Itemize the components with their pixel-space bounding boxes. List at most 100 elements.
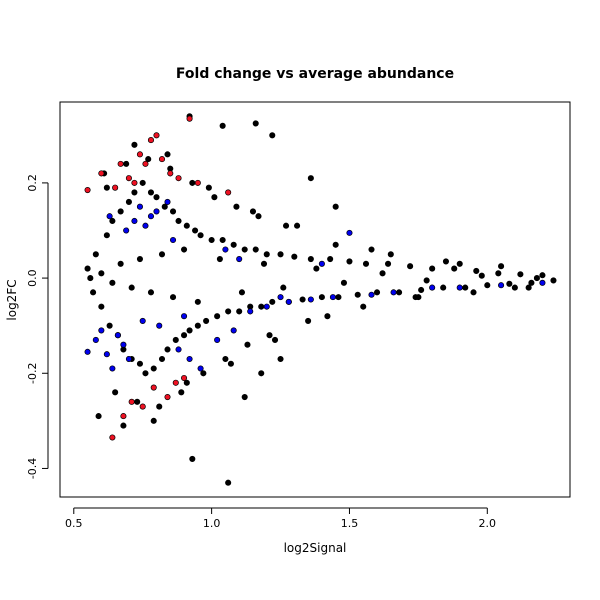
data-point-2-5: [131, 179, 138, 186]
data-point-0-46: [291, 253, 298, 260]
data-point-0-122: [158, 251, 166, 258]
data-point-0-40: [252, 246, 259, 253]
data-point-0-69: [528, 279, 535, 286]
data-point-2-18: [128, 398, 135, 405]
data-point-0-21: [164, 346, 171, 353]
data-point-0-140: [189, 455, 196, 462]
data-point-0-58: [407, 263, 414, 270]
data-point-0-34: [219, 236, 226, 244]
data-point-0-111: [368, 246, 375, 253]
data-point-0-144: [258, 370, 265, 377]
data-point-1-6: [120, 341, 127, 348]
data-point-0-87: [266, 332, 273, 339]
data-point-0-59: [418, 286, 425, 294]
data-point-0-60: [429, 265, 436, 272]
data-point-0-85: [244, 341, 251, 348]
data-point-1-39: [277, 294, 284, 301]
data-point-0-13: [136, 360, 144, 367]
data-point-0-71: [550, 277, 557, 284]
data-point-1-28: [456, 284, 463, 291]
data-point-0-100: [120, 422, 127, 429]
data-point-1-36: [181, 313, 188, 320]
data-point-0-26: [183, 222, 190, 229]
data-point-2-22: [172, 379, 179, 386]
data-point-0-74: [123, 160, 130, 167]
data-point-2-13: [186, 115, 193, 122]
data-point-0-126: [216, 255, 223, 263]
data-point-1-9: [136, 203, 144, 210]
data-point-0-107: [249, 208, 257, 215]
data-point-2-1: [98, 170, 105, 177]
x-tick-label-2: 1.5: [341, 517, 359, 530]
data-point-0-70: [539, 272, 546, 279]
data-point-0-123: [169, 294, 177, 301]
data-point-2-11: [167, 170, 174, 177]
data-point-0-55: [373, 289, 381, 296]
data-point-1-25: [368, 291, 375, 298]
data-point-0-42: [263, 251, 270, 258]
data-point-0-95: [470, 289, 477, 296]
data-point-1-32: [123, 227, 130, 234]
data-point-0-101: [131, 141, 138, 148]
data-point-1-18: [230, 327, 237, 334]
data-point-1-13: [164, 198, 171, 205]
x-axis: 0.5 1.0 1.5 2.0: [65, 507, 496, 530]
data-point-2-12: [175, 175, 182, 182]
data-point-0-130: [313, 265, 320, 272]
data-point-1-29: [498, 282, 505, 289]
data-point-0-86: [255, 213, 262, 220]
data-point-0-51: [335, 294, 342, 301]
data-point-0-43: [269, 298, 276, 305]
data-point-2-16: [109, 434, 116, 441]
data-point-0-124: [181, 246, 188, 253]
data-point-0-89: [305, 317, 312, 324]
data-point-2-3: [117, 160, 124, 167]
data-point-0-127: [238, 289, 246, 296]
data-point-0-109: [294, 222, 301, 229]
data-point-1-0: [84, 348, 91, 355]
data-point-0-25: [181, 332, 188, 339]
data-point-0-139: [225, 479, 232, 486]
data-point-0-134: [478, 272, 485, 279]
data-point-2-0: [84, 186, 91, 194]
data-point-0-18: [153, 194, 160, 201]
data-point-0-67: [506, 280, 513, 287]
data-point-0-121: [147, 289, 155, 296]
data-point-0-80: [189, 179, 196, 186]
data-point-1-3: [103, 351, 110, 358]
data-point-0-119: [128, 284, 135, 291]
y-tick-label-1: -0.2: [26, 363, 39, 384]
data-point-1-7: [125, 355, 132, 363]
data-point-0-33: [214, 313, 221, 320]
data-point-0-77: [156, 403, 163, 410]
data-point-1-8: [131, 217, 138, 225]
data-point-2-19: [139, 403, 146, 410]
data-point-0-8: [117, 208, 124, 215]
data-point-1-1: [92, 336, 99, 344]
data-point-1-16: [197, 365, 204, 372]
data-point-0-103: [164, 151, 171, 158]
data-point-0-49: [318, 294, 325, 301]
data-point-0-2: [92, 251, 99, 258]
data-point-0-102: [150, 417, 157, 424]
data-point-0-38: [241, 246, 248, 253]
data-point-1-33: [139, 317, 146, 324]
data-point-1-37: [222, 246, 229, 253]
data-point-0-14: [139, 179, 146, 186]
data-point-0-105: [205, 184, 212, 191]
data-point-0-30: [197, 232, 204, 239]
data-point-0-79: [178, 389, 185, 396]
data-point-0-104: [183, 379, 190, 386]
y-axis-label: log2FC: [5, 279, 19, 320]
data-point-0-52: [346, 258, 353, 265]
data-point-1-15: [186, 355, 193, 363]
data-point-0-142: [307, 175, 314, 182]
data-point-1-11: [147, 213, 155, 220]
data-point-2-9: [153, 132, 160, 139]
data-point-0-68: [517, 271, 524, 278]
data-point-0-0: [84, 265, 91, 272]
data-point-2-14: [194, 179, 201, 186]
points-layer: [84, 113, 557, 486]
